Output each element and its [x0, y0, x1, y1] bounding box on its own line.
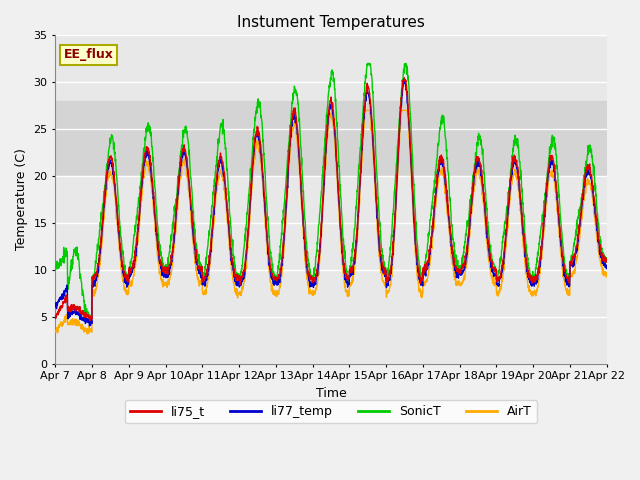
- Title: Instument Temperatures: Instument Temperatures: [237, 15, 425, 30]
- Y-axis label: Temperature (C): Temperature (C): [15, 149, 28, 251]
- Bar: [55, 101, 607, 176]
- Text: EE_flux: EE_flux: [63, 48, 113, 61]
- X-axis label: Time: Time: [316, 387, 346, 400]
- Legend: li75_t, li77_temp, SonicT, AirT: li75_t, li77_temp, SonicT, AirT: [125, 400, 537, 423]
